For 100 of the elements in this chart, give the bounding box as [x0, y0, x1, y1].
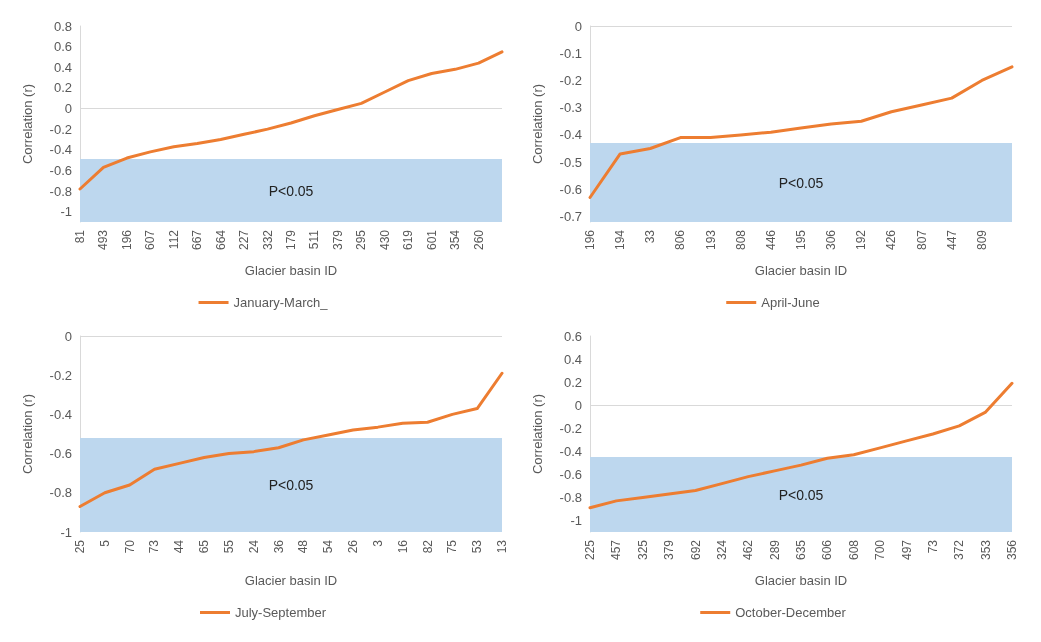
x-tick-label: 112	[166, 229, 181, 250]
x-tick-label: 332	[260, 229, 275, 251]
x-tick-label: 73	[147, 539, 162, 554]
x-tick-label: 53	[470, 539, 485, 554]
legend-label: January-March_	[233, 295, 329, 310]
x-tick-label: 44	[172, 539, 187, 554]
x-tick-label: 667	[190, 229, 205, 251]
x-tick-label: 497	[899, 539, 914, 561]
y-tick-label: -0.4	[49, 142, 72, 158]
x-tick-label: 457	[609, 539, 624, 561]
y-tick-label: -0.8	[49, 485, 72, 501]
legend-label: July-September	[234, 605, 327, 620]
x-tick-label: 13	[495, 539, 509, 554]
y-tick-label: 0.6	[53, 39, 72, 55]
x-tick-label: 806	[673, 229, 688, 251]
x-tick-label: 354	[448, 229, 463, 251]
x-tick-label: 601	[424, 229, 439, 251]
x-tick-label: 16	[395, 539, 410, 554]
y-tick-label: -0.4	[49, 406, 72, 422]
x-tick-label: 26	[346, 539, 361, 554]
x-tick-label: 25	[73, 539, 87, 554]
y-tick-label: 0.2	[53, 80, 72, 96]
y-tick-label: -0.8	[559, 489, 582, 505]
x-axis-title: Glacier basin ID	[754, 573, 848, 588]
legend-label: October-December	[735, 605, 847, 620]
y-axis-title: Correlation (r)	[530, 393, 545, 475]
x-tick-label: 196	[119, 229, 134, 251]
x-tick-label: 33	[643, 229, 658, 244]
y-tick-label: 0.4	[53, 59, 72, 75]
x-tick-label: 81	[73, 229, 87, 244]
band-label: P<0.05	[778, 486, 824, 503]
x-tick-label: 70	[122, 539, 137, 554]
y-tick-label: -0.4	[559, 443, 582, 459]
y-tick-label: 0	[574, 397, 582, 413]
x-tick-label: 619	[401, 229, 416, 251]
y-tick-label: -0.3	[559, 100, 582, 116]
x-tick-label: 447	[944, 229, 959, 251]
y-tick-label: 0.6	[563, 328, 582, 344]
x-tick-label: 225	[583, 539, 597, 561]
y-tick-label: 0	[64, 328, 72, 344]
y-tick-label: -0.4	[559, 127, 582, 143]
x-tick-label: 324	[714, 539, 729, 561]
line-series	[588, 381, 1014, 510]
x-tick-label: 192	[854, 229, 869, 251]
y-tick-label: 0	[574, 18, 582, 34]
x-axis-title: Glacier basin ID	[244, 263, 338, 278]
y-tick-label: -0.6	[49, 162, 72, 178]
x-tick-label: 75	[445, 539, 460, 554]
y-tick-label: -1	[60, 524, 72, 540]
y-tick-label: -1	[60, 204, 72, 220]
line-series	[78, 371, 504, 509]
y-tick-label: -0.2	[49, 367, 72, 383]
x-tick-label: 606	[820, 539, 835, 561]
x-tick-label: 55	[221, 539, 236, 554]
y-tick-label: -0.2	[559, 420, 582, 436]
y-tick-label: 0	[64, 101, 72, 117]
x-tick-label: 3	[370, 539, 385, 547]
x-tick-label: 511	[307, 229, 322, 250]
x-tick-label: 36	[271, 539, 286, 554]
x-tick-label: 807	[914, 229, 929, 251]
x-tick-label: 24	[246, 539, 261, 554]
x-tick-label: 289	[767, 539, 782, 561]
y-tick-label: 0.4	[563, 351, 582, 367]
x-tick-label: 356	[1005, 539, 1019, 561]
x-tick-label: 462	[741, 539, 756, 561]
y-tick-label: -0.8	[49, 183, 72, 199]
x-tick-label: 809	[974, 229, 989, 251]
x-tick-label: 306	[824, 229, 839, 251]
y-axis-title: Correlation (r)	[530, 83, 545, 165]
y-tick-label: -0.5	[559, 154, 582, 170]
x-tick-label: 227	[237, 229, 252, 251]
band-label: P<0.05	[268, 476, 314, 493]
y-tick-label: -0.2	[49, 121, 72, 137]
x-tick-label: 808	[733, 229, 748, 251]
x-tick-label: 607	[143, 229, 158, 251]
x-tick-label: 295	[354, 229, 369, 251]
x-tick-label: 193	[703, 229, 718, 251]
x-tick-label: 73	[925, 539, 940, 554]
y-tick-label: -1	[570, 512, 582, 528]
x-tick-label: 493	[96, 229, 111, 251]
y-tick-label: -0.1	[559, 45, 582, 61]
y-tick-label: -0.7	[559, 209, 582, 225]
x-tick-label: 179	[284, 229, 298, 251]
x-axis-title: Glacier basin ID	[244, 573, 338, 588]
band-label: P<0.05	[778, 174, 824, 191]
x-tick-label: 379	[662, 539, 677, 561]
y-tick-label: -0.2	[559, 72, 582, 88]
x-tick-label: 635	[794, 539, 808, 561]
x-tick-label: 48	[296, 539, 311, 554]
x-axis-title: Glacier basin ID	[754, 263, 848, 278]
band-label: P<0.05	[268, 182, 314, 199]
y-tick-label: -0.6	[559, 466, 582, 482]
x-tick-label: 379	[330, 229, 345, 251]
x-tick-label: 426	[884, 229, 899, 251]
x-tick-label: 353	[978, 539, 993, 561]
x-tick-label: 194	[613, 229, 628, 251]
x-tick-label: 195	[794, 229, 808, 251]
y-tick-label: 0.8	[53, 18, 72, 34]
x-tick-label: 5	[97, 539, 112, 547]
x-tick-label: 260	[471, 229, 486, 251]
